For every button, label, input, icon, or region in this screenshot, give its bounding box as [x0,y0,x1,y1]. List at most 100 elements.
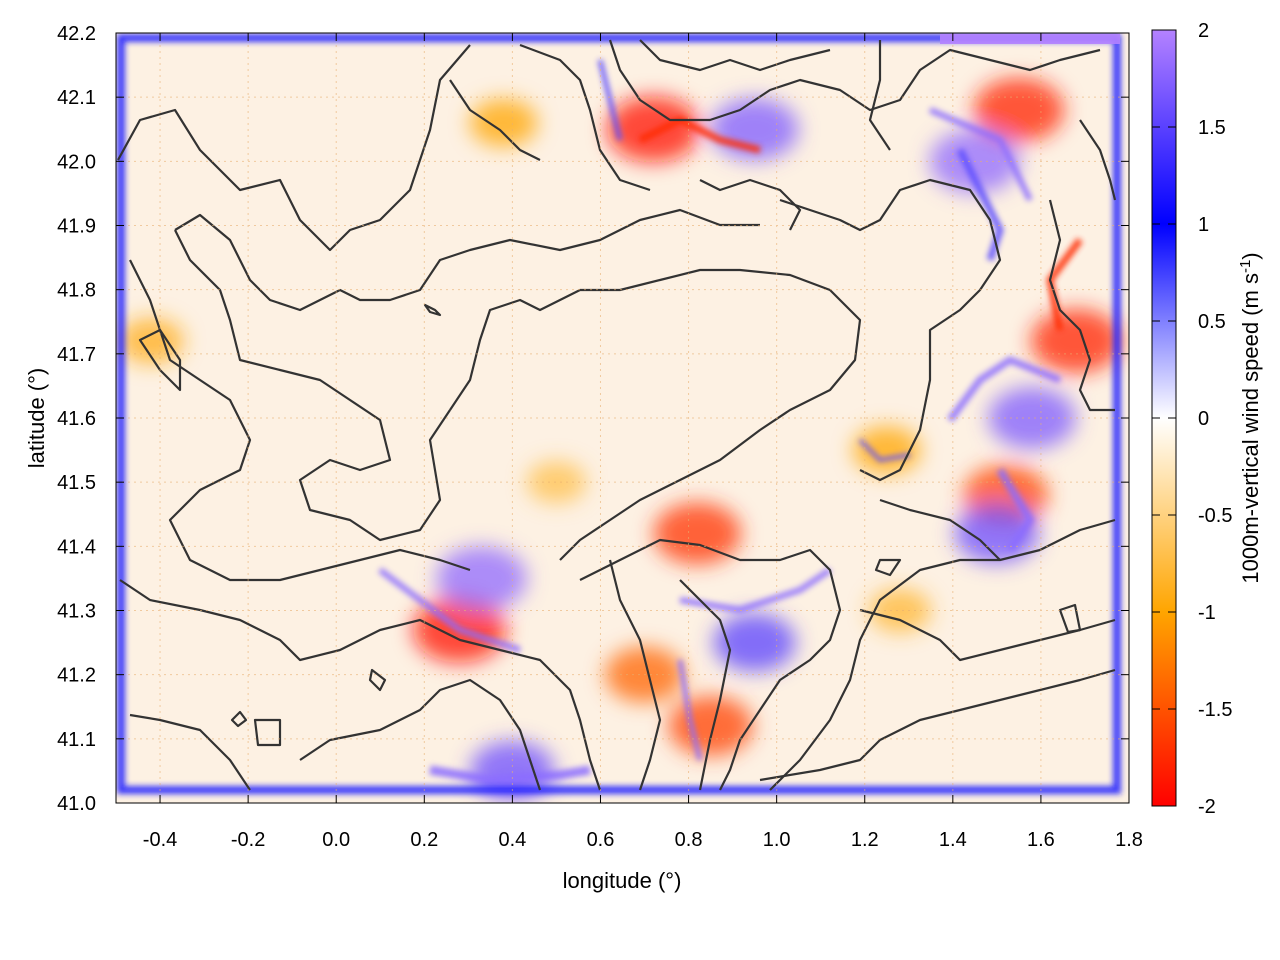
y-tick-label: 42.0 [57,151,96,173]
contour-line [699,178,802,231]
colorbar-tick-label: -0.5 [1198,505,1232,527]
contour-line [868,40,891,151]
x-tick-label: 0.2 [410,829,438,851]
contour-line [1048,199,1115,412]
x-tick-label: 0.6 [587,829,615,851]
contour-line [368,668,387,692]
contour-line [779,178,1002,482]
y-tick-label: 41.7 [57,344,96,366]
contour-line [639,39,831,72]
contour-line [174,229,451,542]
streak [638,116,761,154]
y-tick-label: 42.2 [57,23,96,45]
streak [677,659,703,761]
streak [429,765,591,785]
contour-line [253,718,282,747]
downdraft-region [668,696,753,756]
colorbar-tick-label: 0 [1198,408,1209,430]
contour-line [1079,119,1117,201]
downdraft-region [868,588,932,633]
streak [378,567,521,653]
y-tick-label: 41.3 [57,601,96,623]
y-tick-label: 41.5 [57,472,96,494]
contour-line [119,579,602,791]
contour-line [1058,603,1082,634]
downdraft-region [973,78,1065,142]
x-tick-label: 0.4 [498,829,526,851]
y-axis: 41.0 41.1 41.2 41.3 41.4 41.5 41.6 41.7 41.8 41.9… [57,23,1129,815]
colorbar-tick-label: 0.5 [1198,311,1226,333]
contours [117,39,1117,791]
downdraft-region [653,502,742,565]
colorbar-tick-label: -1.5 [1198,699,1232,721]
y-tick-label: 41.8 [57,280,96,302]
contour-line [174,208,760,312]
contour-line [759,668,1116,782]
updraft-region [954,503,1040,564]
updraft-region [469,740,555,801]
contour-line [423,303,442,317]
streak [947,356,1062,423]
colorbar-tick-label: 1.5 [1198,117,1226,139]
contour-line [679,579,732,791]
heatmap [116,33,1129,803]
colorbar-title-end: ) [1238,252,1263,259]
contour-line [608,39,1101,122]
x-tick-label: 1.8 [1115,829,1143,851]
colorbar: -2 -1.5 -1 -0.5 0 0.5 1 1.5 2 1000m-vertical win… [1151,20,1264,818]
streak [679,567,832,614]
grid [116,33,1129,803]
x-tick-label: -0.4 [143,829,177,851]
streak [928,107,1033,202]
contour-line [129,713,251,791]
contour-line [608,559,662,791]
contour-line [230,710,248,728]
colorbar-tick-label: 2 [1198,20,1209,42]
y-tick-label: 41.0 [57,793,96,815]
y-tick-label: 42.1 [57,87,96,109]
x-tick-label: 1.6 [1027,829,1055,851]
contour-line [129,259,471,582]
downdraft-region [1030,309,1122,373]
y-axis-title: latitude (°) [24,368,49,469]
contour-line [299,678,542,791]
streak [956,148,1004,262]
downdraft-region [526,461,587,504]
contour-line [117,44,471,252]
streak [996,467,1035,553]
contour-line [519,43,651,192]
streak [858,438,911,463]
y-tick-label: 41.4 [57,536,96,558]
contour-line [138,328,182,392]
updraft-region [988,387,1076,449]
updraft-region [713,613,796,672]
colorbar-title-sup: -1 [1237,260,1254,273]
colorbar-tick-label: 1 [1198,214,1209,236]
colorbar-title: 1000m-vertical wind speed (m s-1) [1237,252,1264,583]
y-tick-label: 41.2 [57,665,96,687]
domain-border-band [117,34,1121,794]
updraft-region [436,546,527,611]
y-tick-label: 41.6 [57,408,96,430]
x-axis: -0.4 -0.2 0.0 0.2 0.4 0.6 0.8 1.0 1.2 1.4 1.6 1.8 [143,33,1143,851]
x-tick-label: 1.2 [851,829,879,851]
contour-line [874,558,902,577]
colorbar-tick-label: -1 [1198,602,1216,624]
x-tick-label: -0.2 [231,829,265,851]
x-axis-title: longitude (°) [563,868,682,893]
contour-line [579,538,842,791]
y-tick-label: 41.1 [57,729,96,751]
downdraft-region [606,96,700,163]
y-tick-label: 41.9 [57,216,96,238]
colorbar-tick-label: -2 [1198,796,1216,818]
contour-line [449,268,862,561]
colorbar-ticks: -2 -1.5 -1 -0.5 0 0.5 1 1.5 2 [1152,20,1232,818]
domain-border-top-right [940,34,1120,44]
x-tick-label: 1.4 [939,829,967,851]
x-tick-label: 0.8 [675,829,703,851]
contour-line [449,79,541,161]
streak [597,59,623,141]
downdraft-region [469,98,538,147]
colorbar-title-main: 1000m-vertical wind speed (m s [1238,273,1263,584]
